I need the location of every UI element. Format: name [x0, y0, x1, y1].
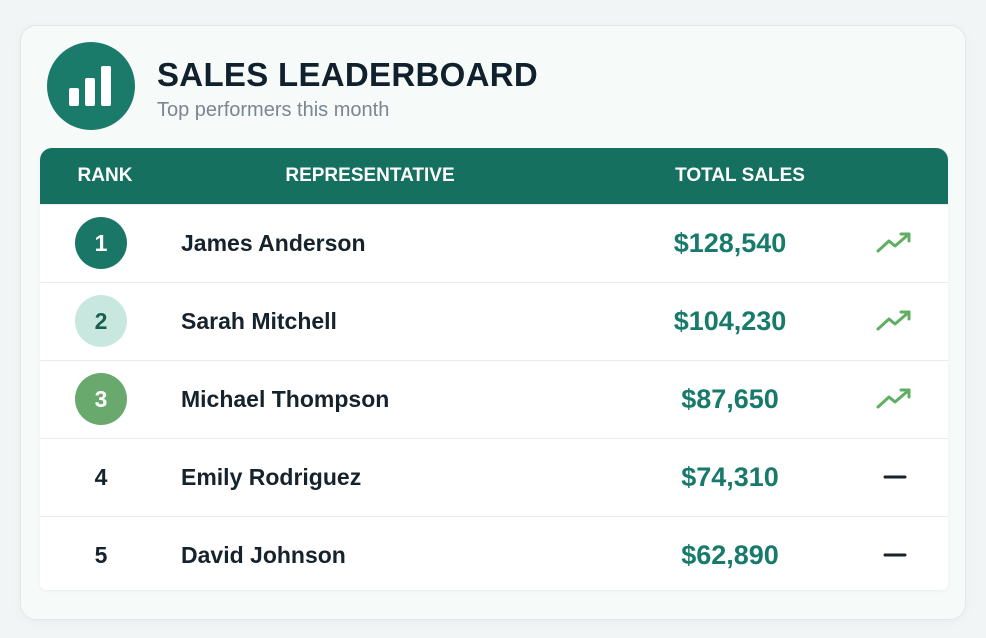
logo-icon: [47, 42, 135, 130]
table-row: 4 Emily Rodriguez $74,310: [40, 438, 948, 516]
trend-icon: [875, 541, 915, 574]
rank: 3: [75, 373, 127, 425]
leaderboard-table: RANK REPRESENTATIVE TOTAL SALES 1 James A…: [40, 148, 948, 590]
rank: 1: [75, 217, 127, 269]
table-row: 1 James Anderson $128,540: [40, 204, 948, 282]
column-header: TOTAL SALES: [675, 165, 805, 186]
trend-icon: [875, 385, 915, 418]
trend-flat: [883, 475, 907, 479]
column-header: REPRESENTATIVE: [285, 165, 455, 186]
trend-icon: [875, 463, 915, 496]
bar-icon: [69, 66, 111, 106]
trend-icon: [875, 307, 915, 340]
total-sales: $74,310: [681, 462, 779, 492]
total-sales: $62,890: [681, 540, 779, 570]
total-sales: $104,230: [673, 306, 787, 336]
rank: 5: [94, 542, 108, 568]
column-header: RANK: [77, 165, 133, 186]
trend-up: [876, 232, 911, 253]
table-row: 2 Sarah Mitchell $104,230: [40, 282, 948, 360]
representative-name: Sarah Mitchell: [181, 308, 337, 334]
representative-name: James Anderson: [181, 230, 366, 256]
representative-name: David Johnson: [181, 542, 346, 568]
table-header: RANK REPRESENTATIVE TOTAL SALES: [40, 148, 948, 204]
subtitle: Top performers this month: [157, 99, 390, 121]
trend-up: [876, 388, 911, 409]
title: SALES LEADERBOARD: [157, 56, 538, 93]
total-sales: $128,540: [673, 228, 787, 258]
table-row: 3 Michael Thompson $87,650: [40, 360, 948, 438]
representative-name: Emily Rodriguez: [181, 464, 362, 490]
total-sales: $87,650: [681, 384, 779, 414]
rank: 4: [94, 464, 108, 490]
trend-icon: [875, 229, 915, 262]
trend-up: [876, 310, 911, 331]
representative-name: Michael Thompson: [181, 386, 390, 412]
trend-flat: [883, 553, 907, 557]
table-row: 5 David Johnson $62,890: [40, 516, 948, 590]
rank: 2: [75, 295, 127, 347]
